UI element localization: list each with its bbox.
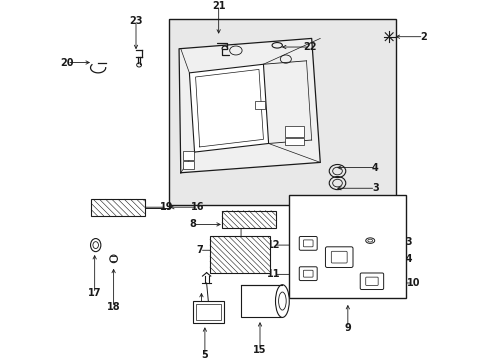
Text: 2: 2	[419, 32, 426, 42]
Text: 10: 10	[406, 278, 419, 288]
Text: 21: 21	[211, 1, 225, 11]
Bar	[183, 161, 194, 168]
Bar	[285, 138, 304, 145]
Text: 15: 15	[253, 345, 266, 355]
Bar	[91, 199, 144, 216]
FancyBboxPatch shape	[325, 247, 352, 267]
FancyBboxPatch shape	[299, 267, 317, 280]
Text: 18: 18	[106, 302, 120, 312]
Bar	[168, 19, 395, 206]
Text: 7: 7	[196, 245, 203, 255]
Text: 22: 22	[303, 42, 316, 52]
Text: 19: 19	[160, 202, 173, 212]
Bar	[183, 152, 194, 160]
Text: 9: 9	[344, 323, 350, 333]
Text: 11: 11	[266, 269, 280, 279]
Text: 14: 14	[399, 254, 412, 264]
Ellipse shape	[275, 285, 289, 318]
Text: 6: 6	[198, 316, 204, 326]
Polygon shape	[179, 39, 320, 173]
Bar	[192, 301, 224, 323]
Text: 17: 17	[88, 288, 101, 298]
Polygon shape	[189, 64, 268, 152]
FancyBboxPatch shape	[303, 240, 312, 247]
Bar	[195, 304, 221, 320]
Text: 16: 16	[191, 202, 204, 212]
Text: 13: 13	[399, 237, 412, 247]
Bar	[210, 237, 270, 273]
Text: 8: 8	[189, 220, 196, 229]
Text: 12: 12	[266, 240, 280, 250]
FancyBboxPatch shape	[331, 251, 346, 263]
FancyBboxPatch shape	[299, 237, 317, 250]
Text: 1: 1	[237, 249, 244, 259]
Bar	[241, 285, 282, 318]
Text: 4: 4	[371, 163, 378, 172]
FancyBboxPatch shape	[303, 270, 312, 277]
Bar	[254, 102, 264, 109]
FancyBboxPatch shape	[365, 277, 377, 285]
Bar	[289, 195, 406, 298]
Text: 20: 20	[60, 58, 74, 68]
Text: 5: 5	[201, 350, 208, 360]
Bar	[222, 211, 275, 228]
Text: 3: 3	[371, 183, 378, 193]
Text: 23: 23	[129, 16, 142, 26]
FancyBboxPatch shape	[360, 273, 383, 289]
Bar	[285, 126, 304, 136]
